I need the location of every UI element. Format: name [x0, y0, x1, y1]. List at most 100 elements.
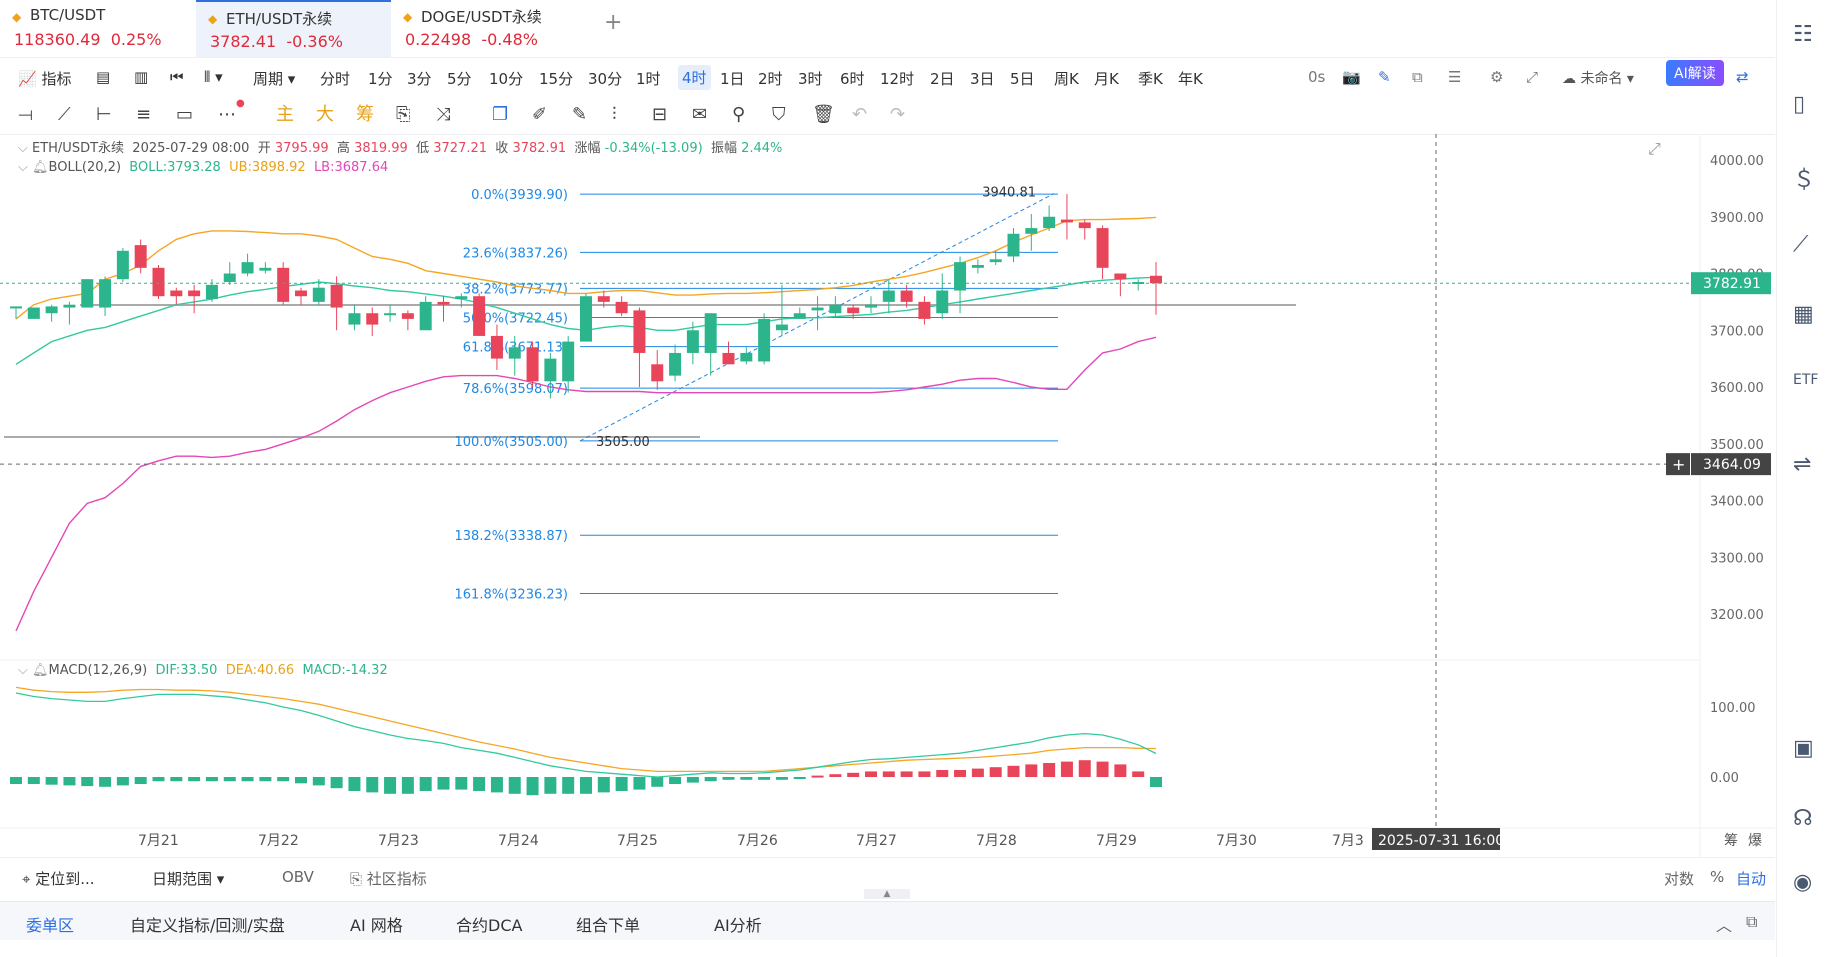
- document-icon[interactable]: ▯: [1793, 92, 1806, 117]
- interval-12[interactable]: 6时: [840, 70, 865, 88]
- auto-toggle[interactable]: 自动: [1736, 870, 1767, 888]
- interval-8[interactable]: 4时: [678, 65, 711, 90]
- big-order-toggle[interactable]: 大: [316, 104, 334, 125]
- pen-icon[interactable]: ✐: [532, 104, 548, 125]
- percent-toggle[interactable]: %: [1710, 868, 1725, 886]
- bars-icon[interactable]: ⫶: [612, 104, 617, 125]
- price-chart[interactable]: 4000.003900.003800.003700.003600.003500.…: [0, 134, 1775, 857]
- brush-icon[interactable]: ✎: [572, 104, 588, 125]
- grid-icon[interactable]: ▥: [134, 68, 149, 86]
- share-icon[interactable]: ⇄: [1736, 68, 1749, 86]
- candle-body: [27, 307, 40, 319]
- dollar-icon[interactable]: ＄: [1793, 168, 1816, 193]
- crosshair-plus-tag[interactable]: [1666, 453, 1690, 476]
- period-button[interactable]: 周期 ▾: [253, 70, 296, 88]
- tab-eth[interactable]: ◆ ETH/USDT永续 3782.41 -0.36%: [196, 0, 391, 57]
- link-icon[interactable]: ⚲: [732, 104, 746, 125]
- etf-icon[interactable]: ETF: [1793, 372, 1819, 388]
- chips-toggle[interactable]: 筹: [356, 104, 374, 125]
- convert-icon[interactable]: ⇌: [1793, 452, 1812, 477]
- interval-18[interactable]: 月K: [1094, 70, 1119, 88]
- log-toggle[interactable]: 对数: [1664, 870, 1695, 888]
- date-range-button[interactable]: 日期范围 ▾: [152, 870, 225, 888]
- tab-btc[interactable]: ◆ BTC/USDT 118360.49 0.25%: [0, 0, 195, 57]
- obv-button[interactable]: OBV: [282, 868, 314, 886]
- candle-body: [882, 290, 895, 302]
- camera-icon[interactable]: 📷: [1342, 68, 1361, 86]
- collapse-icon[interactable]: ⌵: [18, 663, 28, 678]
- indicators-button[interactable]: 📈 指标: [18, 70, 72, 88]
- interval-5[interactable]: 15分: [539, 70, 574, 88]
- filter-icon[interactable]: ⛉: [772, 104, 786, 125]
- more-icon[interactable]: ⋯: [218, 104, 236, 125]
- trash-icon[interactable]: 🗑: [812, 104, 835, 125]
- popout-icon[interactable]: ⧉: [1746, 912, 1758, 931]
- layout-icon[interactable]: ▤: [96, 68, 111, 86]
- tab-dca[interactable]: 合约DCA: [456, 916, 523, 935]
- interval-3[interactable]: 5分: [447, 70, 472, 88]
- tab-orders[interactable]: 委单区: [26, 916, 75, 935]
- main-indicator-toggle[interactable]: 主: [276, 104, 294, 125]
- interval-17[interactable]: 周K: [1054, 70, 1079, 88]
- list-icon[interactable]: ☰: [1448, 68, 1462, 86]
- candle-body: [508, 347, 521, 359]
- interval-4[interactable]: 10分: [489, 70, 524, 88]
- interval-7[interactable]: 1时: [636, 70, 661, 88]
- interval-11[interactable]: 3时: [798, 70, 823, 88]
- trend-icon[interactable]: ⟋: [1793, 232, 1809, 257]
- bell-icon[interactable]: 🔔︎: [32, 160, 49, 175]
- tab-ai-grid[interactable]: AI 网格: [350, 916, 403, 935]
- note-icon[interactable]: ✉: [692, 104, 708, 125]
- tab-price: 3782.41 -0.36%: [210, 32, 343, 51]
- locate-button[interactable]: ⌖ 定位到...: [22, 870, 95, 888]
- chat-bot-icon[interactable]: ◉: [1793, 870, 1813, 895]
- rect-icon[interactable]: ▭: [176, 104, 194, 125]
- channel-icon[interactable]: ≡: [136, 104, 152, 125]
- community-indicators-button[interactable]: ⎘ 社区指标: [350, 870, 427, 888]
- magnet-icon[interactable]: ⎘: [396, 104, 411, 125]
- interval-10[interactable]: 2时: [758, 70, 783, 88]
- interval-15[interactable]: 3日: [970, 70, 995, 88]
- interval-2[interactable]: 3分: [407, 70, 432, 88]
- interval-13[interactable]: 12时: [880, 70, 915, 88]
- candle-type-icon[interactable]: ⫴ ▾: [204, 68, 223, 86]
- orderbook-icon[interactable]: ☷: [1793, 22, 1813, 47]
- range-icon[interactable]: ⊢: [96, 104, 112, 125]
- tab-ai-analysis[interactable]: AI分析: [714, 916, 762, 935]
- bar-chart-icon[interactable]: ▦: [1793, 302, 1814, 327]
- interval-14[interactable]: 2日: [930, 70, 955, 88]
- rewind-icon[interactable]: ⏮: [170, 68, 184, 86]
- interval-19[interactable]: 季K: [1138, 70, 1163, 88]
- window-icon[interactable]: ⧉: [1412, 68, 1423, 86]
- draw-icon[interactable]: ✎: [1378, 68, 1391, 86]
- ruler-icon[interactable]: ⤨: [436, 104, 451, 125]
- tab-doge[interactable]: ◆ DOGE/USDT永续 0.22498 -0.48%: [391, 0, 586, 57]
- copy-icon[interactable]: ❐: [492, 104, 509, 125]
- interval-6[interactable]: 30分: [588, 70, 623, 88]
- collapse-icon[interactable]: ⌵: [18, 160, 28, 175]
- trendline-icon[interactable]: ⟋: [58, 104, 71, 125]
- support-icon[interactable]: ☊: [1793, 806, 1813, 831]
- interval-1[interactable]: 1分: [368, 70, 393, 88]
- tab-custom-indicators[interactable]: 自定义指标/回测/实盘: [130, 916, 285, 935]
- undo-icon[interactable]: ↶: [852, 104, 868, 125]
- panel-icon[interactable]: ▣: [1793, 736, 1814, 761]
- fullscreen-icon[interactable]: ⤢: [1526, 68, 1539, 86]
- settings-icon[interactable]: ⚙: [1490, 68, 1504, 86]
- layout-name-button[interactable]: ☁ 未命名 ▾: [1562, 71, 1634, 87]
- ai-interpret-button[interactable]: AI解读: [1666, 60, 1724, 86]
- lock-icon[interactable]: ⊟: [652, 104, 668, 125]
- bell-icon[interactable]: 🔔︎: [32, 663, 49, 678]
- add-tab-icon[interactable]: +: [604, 10, 623, 35]
- interval-0[interactable]: 分时: [320, 70, 351, 88]
- interval-16[interactable]: 5日: [1010, 70, 1035, 88]
- tab-combo-order[interactable]: 组合下单: [576, 916, 641, 935]
- panel-drag-handle[interactable]: ▲: [864, 889, 910, 899]
- expand-icon: ⤢: [1648, 139, 1661, 158]
- redo-icon[interactable]: ↷: [890, 104, 906, 125]
- collapse-icon[interactable]: ⌵: [18, 141, 28, 156]
- collapse-up-icon[interactable]: ︿: [1716, 916, 1733, 935]
- interval-20[interactable]: 年K: [1178, 70, 1203, 88]
- interval-9[interactable]: 1日: [720, 70, 745, 88]
- hline-icon[interactable]: ⟞: [18, 104, 33, 125]
